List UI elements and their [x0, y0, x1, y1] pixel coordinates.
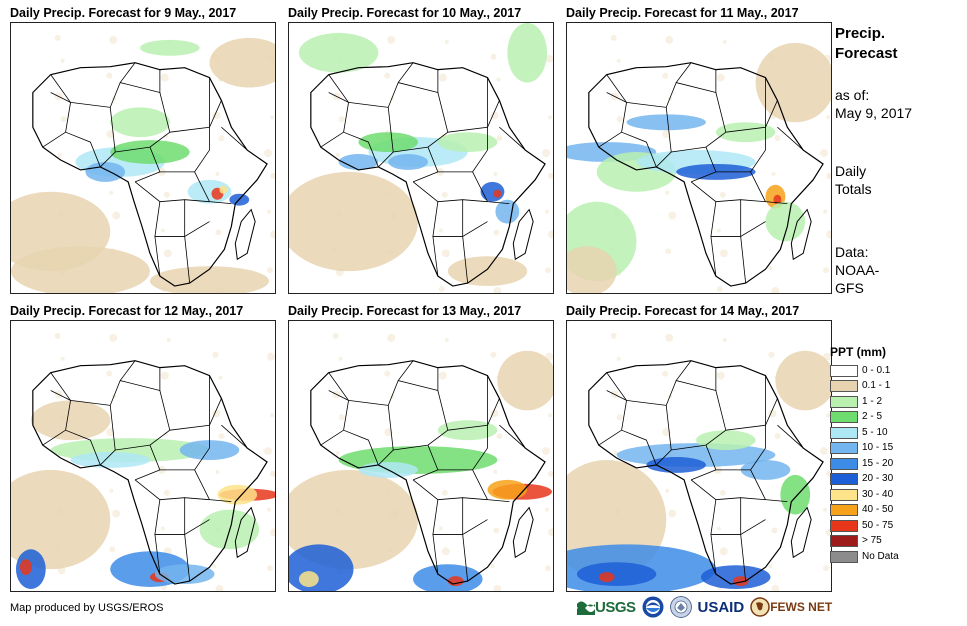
legend-row: 30 - 40	[830, 487, 910, 503]
precip-map	[566, 320, 832, 592]
panel-title: Daily Precip. Forecast for 13 May., 2017	[288, 304, 522, 318]
forecast-panel-4: Daily Precip. Forecast for 12 May., 2017	[10, 302, 276, 592]
precip-map	[566, 22, 832, 294]
legend-label: 40 - 50	[862, 504, 894, 516]
totals-line1: Daily	[835, 163, 867, 179]
as-of-label: as of:	[835, 87, 870, 103]
legend-label: 0.1 - 1	[862, 380, 891, 392]
legend-label: 20 - 30	[862, 473, 894, 485]
legend-swatch	[830, 380, 858, 393]
data-source-line2: NOAA-	[835, 262, 880, 278]
legend-row: 15 - 20	[830, 456, 910, 472]
legend-label: 2 - 5	[862, 411, 883, 423]
usgs-logo: USGS	[577, 599, 636, 616]
legend-label: 1 - 2	[862, 395, 883, 407]
precip-legend: PPT (mm) 0 - 0.1 0.1 - 1 1 - 2 2 - 5 5 - 10 1…	[830, 345, 910, 565]
fewsnet-logo: FEWS NET	[750, 597, 832, 617]
legend-label: 30 - 40	[862, 488, 894, 500]
department-seal-icon	[669, 596, 692, 618]
legend-row: 1 - 2	[830, 394, 910, 410]
usaid-logo: USAID	[698, 599, 745, 616]
legend-swatch	[830, 395, 858, 408]
fewsnet-logo-text: FEWS NET	[770, 600, 833, 614]
as-of-block: as of: May 9, 2017	[835, 86, 912, 122]
legend-swatch	[830, 519, 858, 532]
legend-label: 50 - 75	[862, 519, 894, 531]
totals-line2: Totals	[835, 181, 872, 197]
legend-swatch	[830, 488, 858, 501]
logo-strip: USGS USAID FEWS NET	[577, 594, 832, 620]
legend-row: 10 - 15	[830, 441, 910, 457]
legend-swatch	[830, 442, 858, 455]
legend-swatch	[830, 411, 858, 424]
forecast-panel-2: Daily Precip. Forecast for 10 May., 2017	[288, 4, 554, 294]
precip-map	[10, 320, 276, 592]
panel-title: Daily Precip. Forecast for 12 May., 2017	[10, 304, 244, 318]
map-credit: Map produced by USGS/EROS	[10, 602, 164, 614]
usgs-logo-text: USGS	[595, 598, 636, 616]
as-of-date: May 9, 2017	[835, 105, 913, 121]
data-source-line3: GFS	[835, 280, 864, 296]
legend-swatch	[830, 535, 858, 548]
sidebar-title: Precip. Forecast	[835, 24, 898, 64]
panel-title: Daily Precip. Forecast for 11 May., 2017	[566, 6, 799, 20]
precip-map	[10, 22, 276, 294]
legend-row: 0 - 0.1	[830, 363, 910, 379]
fewsnet-globe-icon	[750, 597, 770, 617]
panel-title: Daily Precip. Forecast for 10 May., 2017	[288, 6, 522, 20]
legend-swatch	[830, 473, 858, 486]
data-source-line1: Data:	[835, 244, 869, 260]
sidebar-title-line2: Forecast	[835, 45, 898, 62]
legend-label: 5 - 10	[862, 426, 888, 438]
usaid-logo-text: USAID	[697, 598, 745, 616]
legend-row: > 75	[830, 534, 910, 550]
legend-rows: 0 - 0.1 0.1 - 1 1 - 2 2 - 5 5 - 10 10 - 15 15 …	[830, 363, 910, 565]
totals-block: Daily Totals	[835, 162, 872, 198]
legend-label: 15 - 20	[862, 457, 894, 469]
precip-map	[288, 320, 554, 592]
forecast-panel-1: Daily Precip. Forecast for 9 May., 2017	[10, 4, 276, 294]
noaa-seal-icon	[642, 596, 664, 618]
forecast-panel-3: Daily Precip. Forecast for 11 May., 2017	[566, 4, 832, 294]
panel-title: Daily Precip. Forecast for 14 May., 2017	[566, 304, 800, 318]
usgs-wave-icon	[577, 601, 595, 615]
legend-row: No Data	[830, 549, 910, 565]
legend-swatch	[830, 457, 858, 470]
precip-map	[288, 22, 554, 294]
legend-row: 5 - 10	[830, 425, 910, 441]
legend-label: 10 - 15	[862, 442, 894, 454]
legend-swatch	[830, 426, 858, 439]
data-source-block: Data: NOAA- GFS	[835, 243, 879, 297]
legend-row: 2 - 5	[830, 410, 910, 426]
legend-title: PPT (mm)	[830, 345, 887, 359]
legend-swatch	[830, 504, 858, 517]
legend-label: 0 - 0.1	[862, 364, 891, 376]
legend-swatch	[830, 364, 858, 377]
legend-row: 0.1 - 1	[830, 379, 910, 395]
legend-row: 40 - 50	[830, 503, 910, 519]
forecast-panel-5: Daily Precip. Forecast for 13 May., 2017	[288, 302, 554, 592]
legend-row: 20 - 30	[830, 472, 910, 488]
forecast-panel-6: Daily Precip. Forecast for 14 May., 2017	[566, 302, 832, 592]
legend-label: > 75	[862, 535, 882, 547]
legend-swatch	[830, 550, 858, 563]
legend-label: No Data	[862, 550, 899, 562]
legend-row: 50 - 75	[830, 518, 910, 534]
panel-title: Daily Precip. Forecast for 9 May., 2017	[10, 6, 237, 20]
sidebar-title-line1: Precip.	[835, 25, 886, 42]
